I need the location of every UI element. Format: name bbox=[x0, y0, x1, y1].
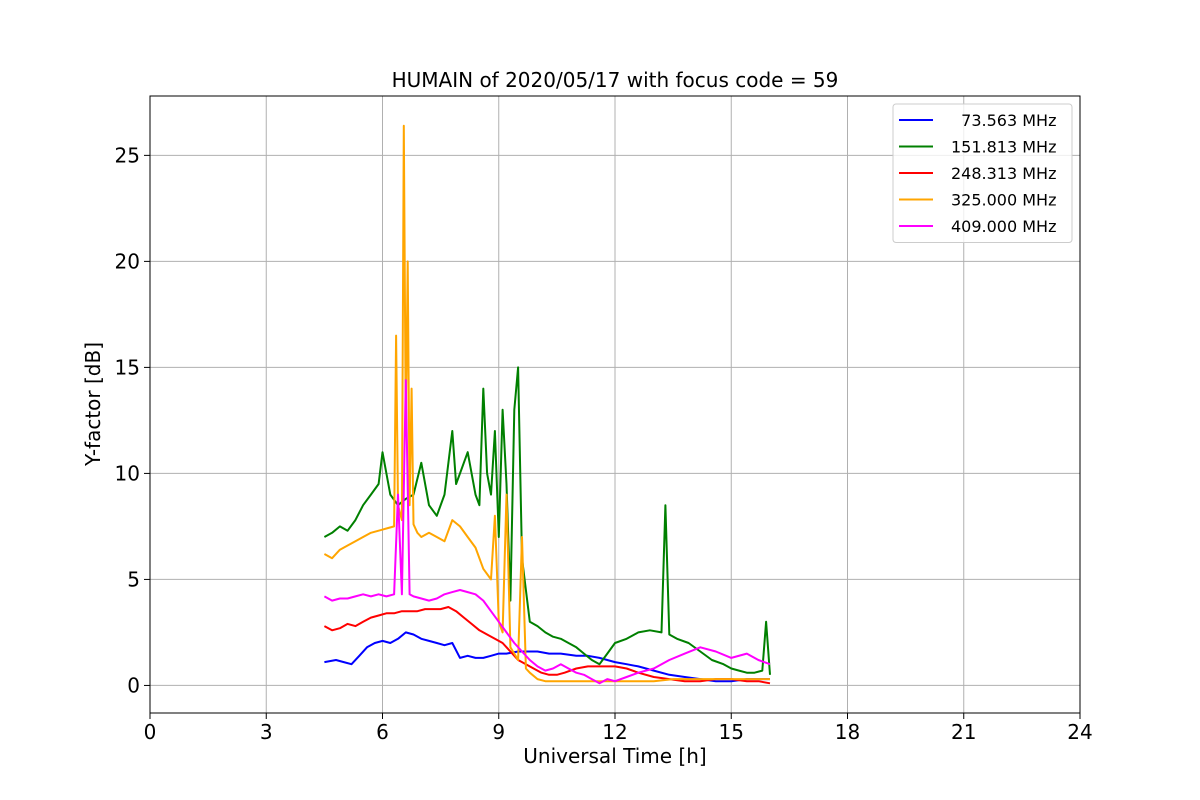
series-line-0 bbox=[324, 631, 770, 683]
series-line-2 bbox=[323, 606, 771, 685]
x-tick-label: 15 bbox=[719, 720, 744, 744]
legend: 73.563 MHz 151.813 MHz 248.313 MHz 325.000 … bbox=[892, 103, 1073, 243]
legend-entry-label: 248.313 MHz bbox=[951, 164, 1056, 183]
x-tick-label: 24 bbox=[1067, 720, 1092, 744]
x-tick-label: 21 bbox=[951, 720, 976, 744]
x-tick-label: 12 bbox=[602, 720, 627, 744]
y-tick-label: 5 bbox=[127, 567, 140, 591]
x-tick-label: 9 bbox=[492, 720, 505, 744]
y-tick-label: 10 bbox=[115, 461, 140, 485]
chart-title: HUMAIN of 2020/05/17 with focus code = 5… bbox=[392, 68, 839, 92]
series-line-4 bbox=[323, 379, 771, 685]
legend-frame bbox=[892, 103, 1073, 243]
y-tick-label: 0 bbox=[127, 673, 140, 697]
x-tick-label: 6 bbox=[376, 720, 389, 744]
y-axis-label: Y-factor [dB] bbox=[81, 342, 105, 467]
legend-entry-label: 409.000 MHz bbox=[951, 217, 1056, 236]
x-tick-label: 0 bbox=[144, 720, 157, 744]
y-tick-label: 25 bbox=[115, 143, 140, 167]
series-line-3 bbox=[323, 124, 770, 683]
x-axis-label: Universal Time [h] bbox=[523, 744, 706, 768]
series-layer bbox=[323, 124, 771, 685]
legend-entry-label: 325.000 MHz bbox=[951, 191, 1056, 210]
y-tick-label: 20 bbox=[115, 249, 140, 273]
ticks: 0 3 6 9 12 15 18 21 24 0 5 10 15 20 25 bbox=[115, 143, 1093, 744]
x-tick-label: 18 bbox=[835, 720, 860, 744]
x-tick-label: 3 bbox=[260, 720, 273, 744]
y-tick-label: 15 bbox=[115, 355, 140, 379]
legend-entry-label: 73.563 MHz bbox=[951, 111, 1056, 130]
legend-entry-label: 151.813 MHz bbox=[951, 138, 1056, 157]
